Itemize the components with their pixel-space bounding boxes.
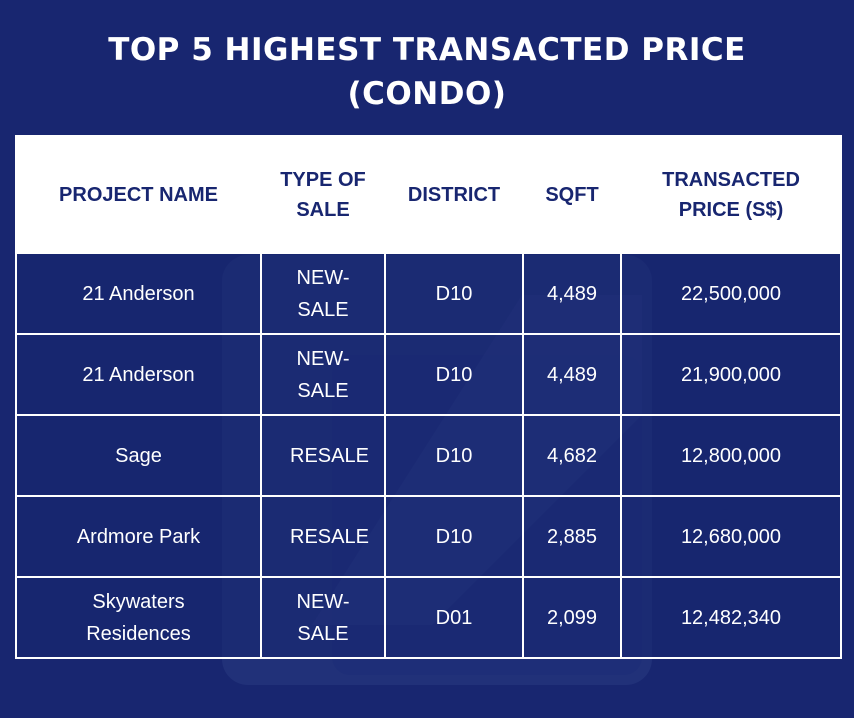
table-row: Ardmore Park RESALE D10 2,885 12,680,000 (15, 495, 842, 578)
cell-project-name: Ardmore Park (15, 495, 262, 578)
table-row: 21 Anderson NEW-SALE D10 4,489 22,500,00… (15, 252, 842, 335)
header-project-name: PROJECT NAME (15, 135, 262, 254)
cell-sqft: 2,885 (522, 495, 622, 578)
header-transacted-price: TRANSACTED PRICE (S$) (620, 135, 842, 254)
cell-transacted-price: 12,680,000 (620, 495, 842, 578)
title-line-2: (CONDO) (347, 76, 507, 112)
header-district: DISTRICT (384, 135, 524, 254)
header-sqft: SQFT (522, 135, 622, 254)
cell-district: D10 (384, 495, 524, 578)
cell-district: D10 (384, 252, 524, 335)
cell-sqft: 4,682 (522, 414, 622, 497)
cell-transacted-price: 21,900,000 (620, 333, 842, 416)
cell-sqft: 4,489 (522, 252, 622, 335)
cell-district: D10 (384, 333, 524, 416)
table-row: 21 Anderson NEW-SALE D10 4,489 21,900,00… (15, 333, 842, 416)
cell-project-name: 21 Anderson (15, 333, 262, 416)
cell-transacted-price: 12,482,340 (620, 576, 842, 659)
cell-district: D10 (384, 414, 524, 497)
cell-project-name: Sage (15, 414, 262, 497)
cell-transacted-price: 12,800,000 (620, 414, 842, 497)
title-line-1: TOP 5 HIGHEST TRANSACTED PRICE (108, 32, 746, 68)
cell-project-name: 21 Anderson (15, 252, 262, 335)
cell-sqft: 4,489 (522, 333, 622, 416)
transaction-table-container: PROJECT NAME TYPE OF SALE DISTRICT SQFT … (15, 135, 842, 659)
cell-type-of-sale: NEW-SALE (260, 576, 386, 659)
cell-sqft: 2,099 (522, 576, 622, 659)
cell-type-of-sale: NEW-SALE (260, 333, 386, 416)
cell-type-of-sale: RESALE (260, 414, 386, 497)
transaction-table: PROJECT NAME TYPE OF SALE DISTRICT SQFT … (15, 135, 842, 659)
cell-transacted-price: 22,500,000 (620, 252, 842, 335)
page-title: TOP 5 HIGHEST TRANSACTED PRICE (CONDO) (0, 28, 854, 116)
table-row: Sage RESALE D10 4,682 12,800,000 (15, 414, 842, 497)
cell-type-of-sale: RESALE (260, 495, 386, 578)
table-header-row: PROJECT NAME TYPE OF SALE DISTRICT SQFT … (15, 135, 842, 254)
cell-district: D01 (384, 576, 524, 659)
table-row: Skywaters Residences NEW-SALE D01 2,099 … (15, 576, 842, 659)
header-type-of-sale: TYPE OF SALE (260, 135, 386, 254)
cell-type-of-sale: NEW-SALE (260, 252, 386, 335)
cell-project-name: Skywaters Residences (15, 576, 262, 659)
